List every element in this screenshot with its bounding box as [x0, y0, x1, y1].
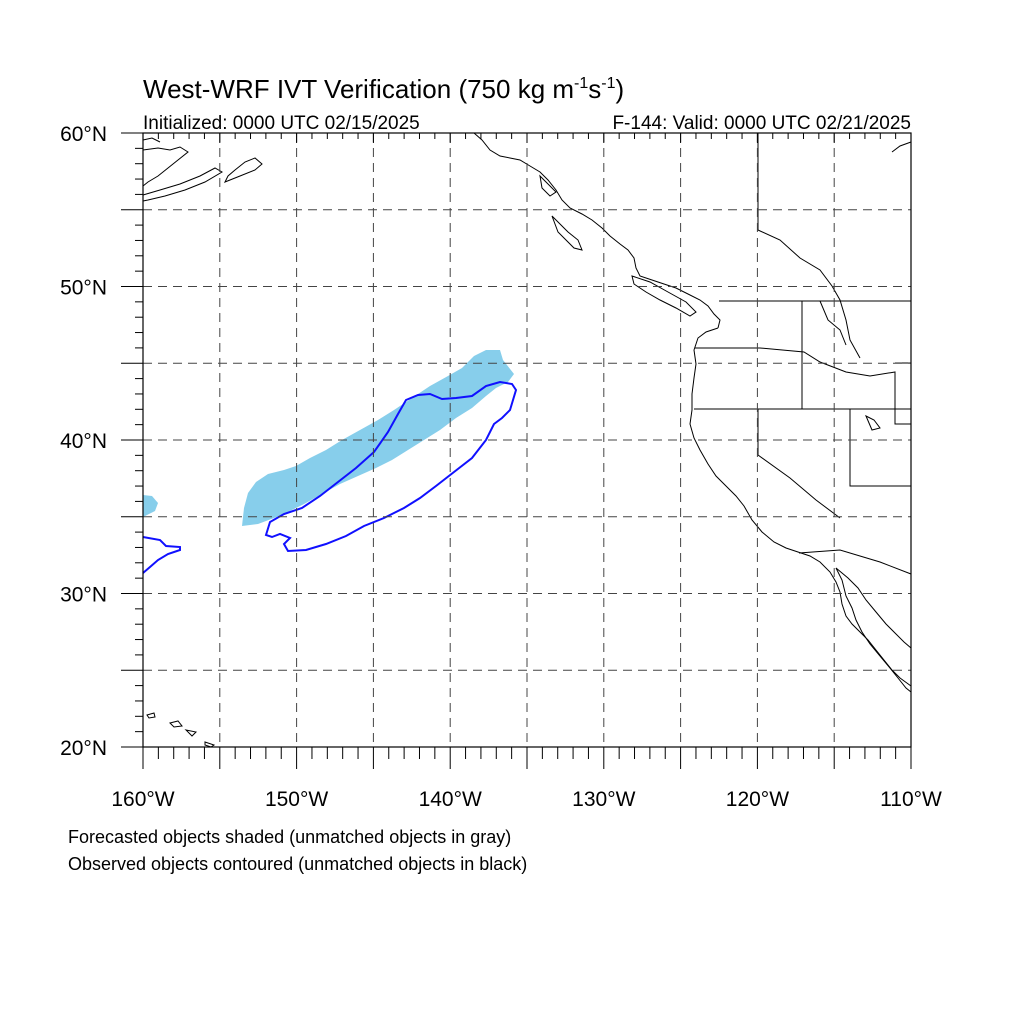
axis-ticks [121, 132, 912, 769]
utah-arizona-border [849, 409, 911, 487]
lon-tick-label: 160°W [111, 788, 174, 811]
lat-tick-label: 60°N [60, 123, 107, 146]
state-borders [695, 347, 911, 425]
kodiak-island [223, 157, 263, 183]
figure-title: West-WRF IVT Verification (750 kg m-1s-1… [143, 74, 624, 104]
forecast-objects [143, 350, 514, 526]
lon-tick-label: 110°W [880, 788, 942, 811]
observed-object-main [264, 380, 518, 553]
lon-tick-label: 130°W [572, 788, 635, 811]
forecast-object-west-edge [143, 495, 158, 517]
us-west-coast [689, 327, 912, 687]
lat-tick-label: 30°N [60, 584, 107, 607]
us-mexico-border [798, 549, 912, 575]
footer-observed-note: Observed objects contoured (unmatched ob… [68, 854, 527, 874]
graticule [143, 133, 911, 747]
bc-coast [473, 132, 721, 329]
observed-object-west [142, 536, 181, 574]
hawaii-oahu [169, 720, 183, 728]
alaska-peninsula-south-coast [142, 167, 223, 202]
map-panel: 160°W 150°W 140°W 130°W 120°W 110°W 60°N 50°N 40… [60, 123, 942, 811]
forecast-object-main [242, 350, 514, 526]
map-frame [142, 132, 912, 748]
lon-tick-label: 120°W [726, 788, 789, 811]
alaska-peninsula-coast [142, 146, 189, 187]
footer-forecast-note: Forecasted objects shaded (unmatched obj… [68, 827, 511, 847]
observed-objects [142, 380, 518, 574]
axis-labels: 160°W 150°W 140°W 130°W 120°W 110°W 60°N 50°N 40… [60, 123, 942, 811]
init-time-label: Initialized: 0000 UTC 02/15/2025 [143, 113, 420, 134]
lat-tick-label: 40°N [60, 430, 107, 453]
coastlines [142, 132, 912, 748]
alaska-panhandle-islands [539, 174, 557, 197]
hawaii-maui [184, 729, 198, 737]
hawaii-kauai [146, 712, 156, 719]
lon-tick-label: 150°W [265, 788, 328, 811]
great-salt-lake [865, 414, 881, 431]
mainland-mexico-coast [835, 567, 912, 649]
canada-provincial-border [757, 133, 861, 359]
lat-tick-label: 50°N [60, 277, 107, 300]
vancouver-island [631, 275, 697, 317]
lon-tick-label: 140°W [419, 788, 482, 811]
gulf-of-california-east [835, 567, 912, 693]
haida-gwaii [551, 215, 583, 251]
valid-time-label: F-144: Valid: 0000 UTC 02/21/2025 [612, 113, 911, 134]
northern-fragment [891, 141, 912, 153]
lat-tick-label: 20°N [60, 737, 107, 760]
alaska-fragment [142, 137, 161, 143]
idaho-montana-border [819, 300, 847, 346]
